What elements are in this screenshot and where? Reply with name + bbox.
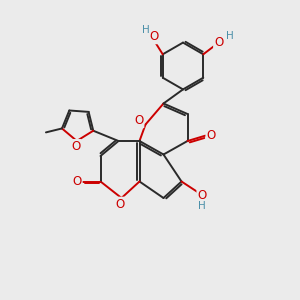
Text: O: O: [197, 189, 206, 203]
Text: H: H: [142, 25, 149, 35]
Text: O: O: [72, 140, 81, 153]
Text: H: H: [198, 201, 206, 211]
Text: O: O: [206, 128, 215, 142]
Text: O: O: [73, 175, 82, 188]
Text: O: O: [214, 36, 223, 49]
Text: H: H: [226, 31, 233, 41]
Text: O: O: [149, 30, 158, 44]
Text: O: O: [134, 114, 143, 128]
Text: O: O: [116, 197, 124, 211]
